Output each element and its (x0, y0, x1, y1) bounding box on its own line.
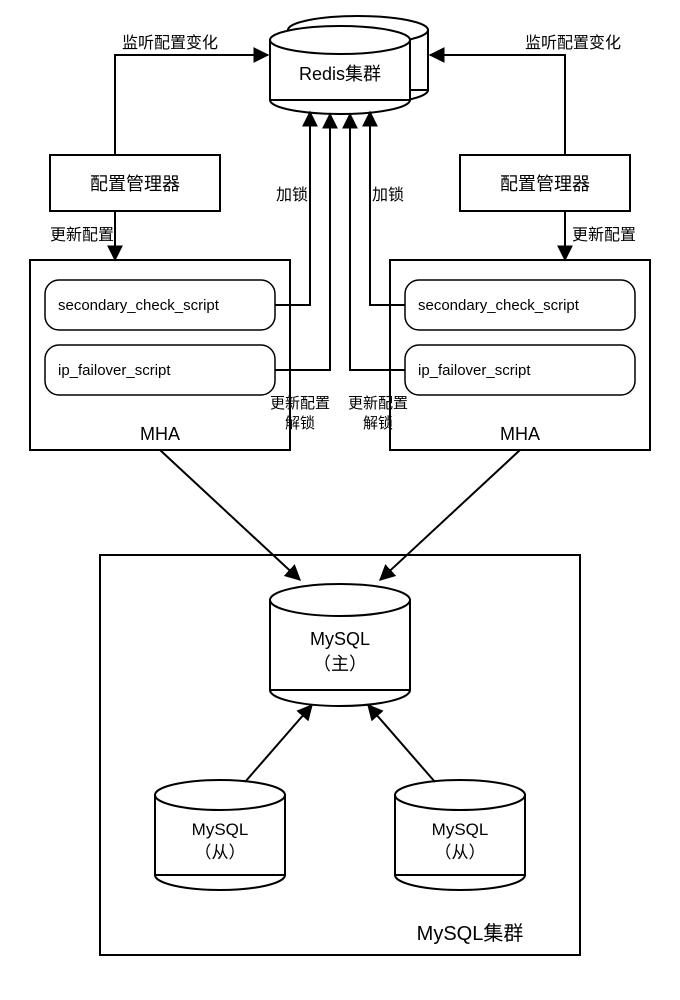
edge-listen-left-label: 监听配置变化 (122, 34, 218, 52)
ip-right-label: ip_failover_script (418, 362, 531, 379)
sec-left-label: secondary_check_script (58, 297, 220, 314)
cfg-right-label: 配置管理器 (500, 174, 590, 194)
edge-listen-right-label: 监听配置变化 (525, 34, 621, 52)
mha-right-label: MHA (500, 424, 540, 444)
mysql-master-node: MySQL （主） (270, 584, 410, 706)
mysql-cluster-label: MySQL集群 (417, 922, 524, 945)
architecture-diagram: Redis集群 配置管理器 配置管理器 MHA MHA secondary_ch… (0, 0, 680, 1000)
redis-cluster-node: Redis集群 (270, 16, 428, 114)
mysql-master-l1: MySQL (310, 629, 370, 649)
edge-unlock-right-b: 解锁 (363, 415, 393, 432)
edge-unlock-left-b: 解锁 (285, 415, 315, 432)
edge-update-right-label: 更新配置 (572, 226, 636, 244)
edge-lock-right-label: 加锁 (372, 186, 404, 204)
edge-listen-right (430, 55, 565, 155)
cfg-left-label: 配置管理器 (90, 174, 180, 194)
mysql-s1-l2: （从） (195, 843, 246, 862)
edge-s1-to-master (245, 705, 312, 782)
edge-listen-left (115, 55, 268, 155)
edge-mha-right-to-master (380, 450, 520, 580)
mysql-s2-l2: （从） (435, 843, 486, 862)
edge-lock-left-label: 加锁 (276, 186, 308, 204)
edge-unlock-right-a: 更新配置 (348, 395, 408, 412)
ip-left-label: ip_failover_script (58, 362, 171, 379)
mysql-master-l2: （主） (313, 654, 367, 674)
edge-update-left-label: 更新配置 (50, 226, 114, 244)
mha-left-label: MHA (140, 424, 180, 444)
mysql-s1-l1: MySQL (192, 820, 249, 839)
mysql-slave2-node: MySQL （从） (395, 780, 525, 890)
mysql-s2-l1: MySQL (432, 820, 489, 839)
edge-unlock-left-a: 更新配置 (270, 395, 330, 412)
edge-s2-to-master (368, 705, 435, 782)
edge-mha-left-to-master (160, 450, 300, 580)
sec-right-label: secondary_check_script (418, 297, 580, 314)
redis-label: Redis集群 (299, 64, 381, 84)
mysql-slave1-node: MySQL （从） (155, 780, 285, 890)
